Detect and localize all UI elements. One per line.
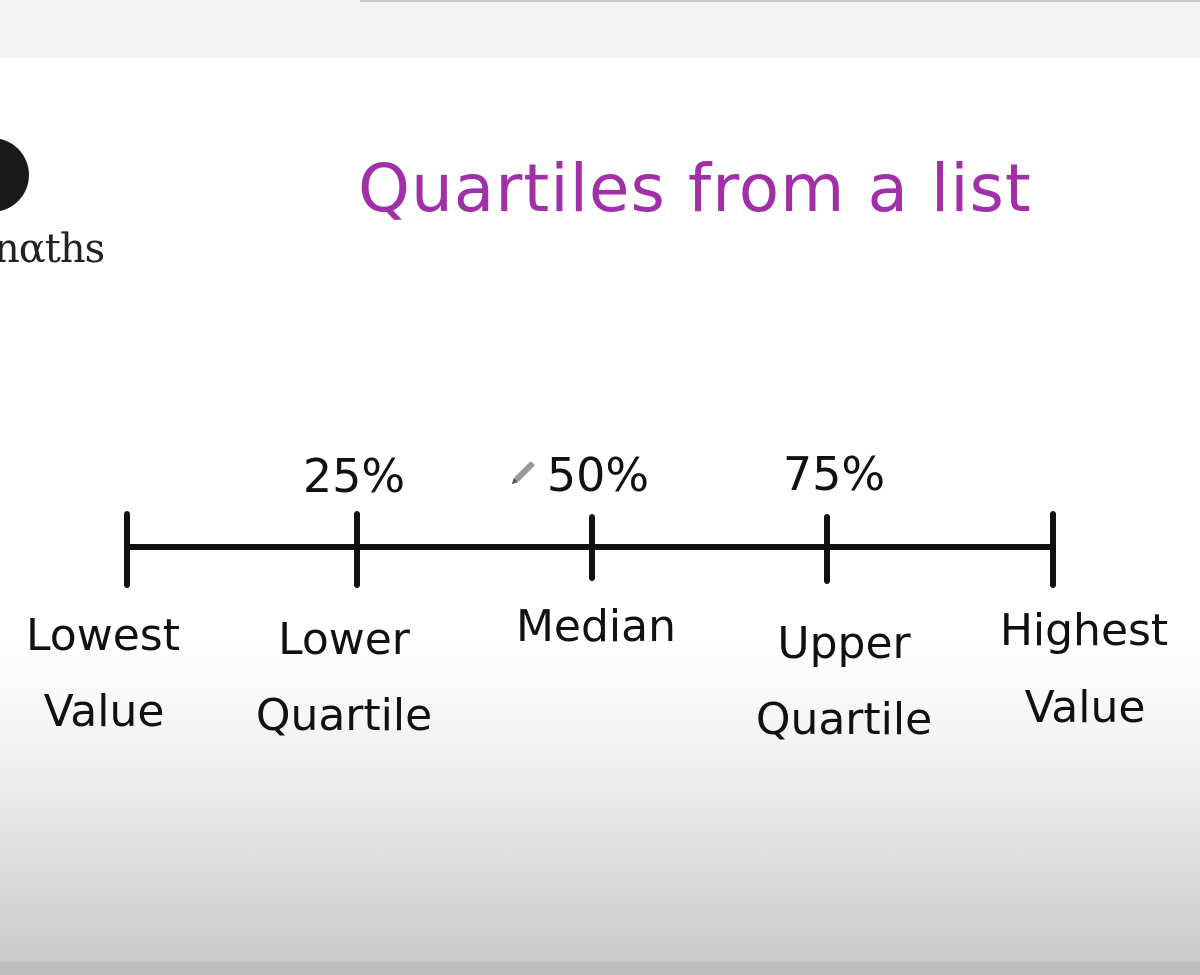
percent-label-50: 50% [547,448,649,502]
label-lower-line2: Quartile [256,690,432,741]
label-highest-line1: Highest [1000,605,1168,656]
bottom-bar [0,962,1200,975]
label-lowest-line1: Lowest [26,610,180,661]
percent-label-75: 75% [783,447,885,501]
pen-cursor-icon [511,461,535,485]
label-highest-line2: Value [1025,682,1146,733]
percent-label-25: 25% [303,449,405,503]
label-median: Median [516,601,676,652]
label-lowest-line2: Value [44,686,165,737]
top-divider [360,0,1200,2]
label-lower-line1: Lower [278,614,411,665]
slide-title: Quartiles from a list [358,150,1032,227]
logo-text: nαths [0,226,105,272]
label-upper-line2: Quartile [756,694,932,745]
top-strip [0,0,1200,58]
label-upper-line1: Upper [777,618,911,669]
